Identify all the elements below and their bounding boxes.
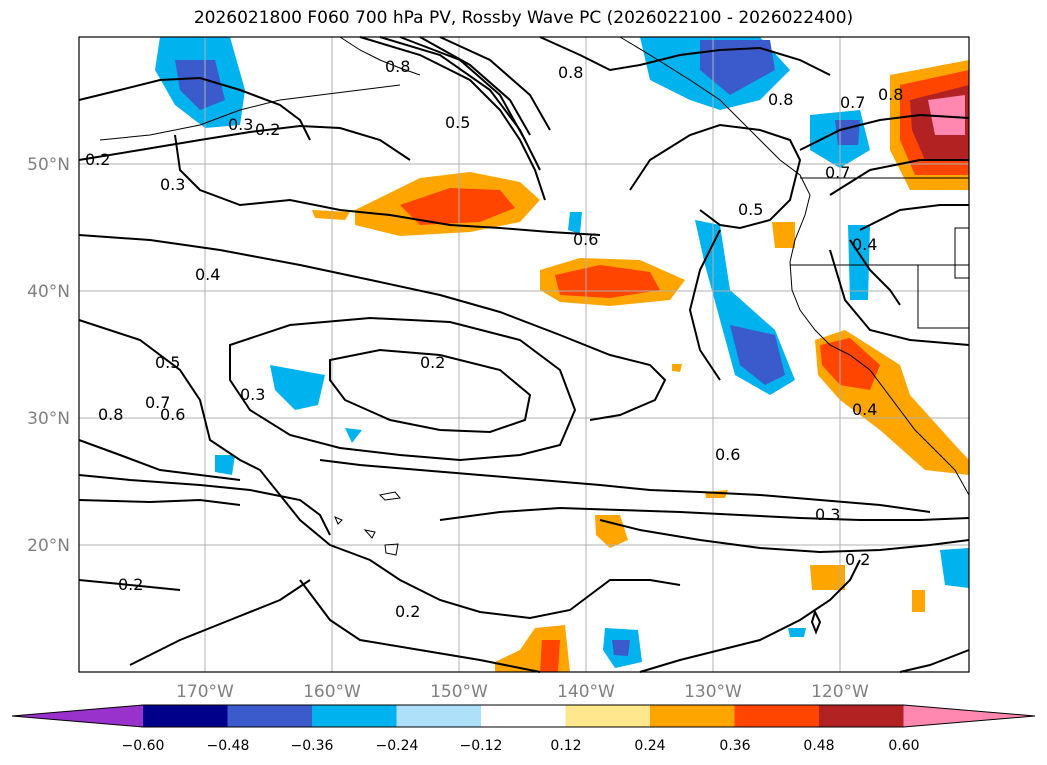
lon-tick-label: 120°W: [811, 682, 869, 702]
contour-label: 0.2: [420, 353, 445, 372]
plot-frame: [78, 36, 970, 673]
colorbar-segments: [11, 704, 1036, 728]
contour-label: 0.7: [145, 393, 170, 412]
lon-tick-label: 130°W: [684, 682, 742, 702]
plot-area: 0.2 0.2 0.2 0.2 0.2 0.2 0.3 0.3 0.3 0.3 …: [78, 36, 970, 673]
pv-contours: [78, 36, 970, 673]
colorbar-segment: [227, 705, 313, 727]
contour-label: 0.2: [85, 150, 110, 169]
lat-tick-label: 20°N: [27, 536, 70, 556]
lon-tick-label: 170°W: [176, 682, 234, 702]
colorbar-segment: [312, 705, 397, 727]
colorbar-extend-low: [12, 705, 143, 727]
colorbar-tick-label: −0.36: [291, 738, 334, 754]
contour-label: 0.5: [738, 200, 763, 219]
lon-tick-label: 140°W: [557, 682, 615, 702]
lat-tick-label: 30°N: [27, 409, 70, 429]
colorbar-segment: [819, 705, 904, 727]
contour-label: 0.6: [573, 230, 598, 249]
colorbar-segment: [565, 705, 651, 727]
positive-shading: [312, 60, 969, 672]
contour-label: 0.3: [228, 115, 253, 134]
contour-label: 0.2: [118, 575, 143, 594]
colorbar-tick-label: 0.12: [550, 738, 581, 754]
lon-tick-label: 160°W: [303, 682, 361, 702]
contour-label: 0.8: [98, 405, 123, 424]
contour-label: 0.4: [852, 400, 877, 419]
lon-ticks: 170°W 160°W 150°W 140°W 130°W 120°W: [176, 682, 869, 702]
contour-label: 0.6: [160, 405, 185, 424]
colorbar-segment: [734, 705, 820, 727]
lat-tick-label: 40°N: [27, 282, 70, 302]
contour-label: 0.7: [825, 163, 850, 182]
colorbar-tick-label: −0.60: [122, 738, 165, 754]
colorbar-outline: [11, 704, 1036, 728]
colorbar-segment: [481, 705, 566, 727]
contour-label: 0.8: [878, 85, 903, 104]
contour-label: 0.3: [160, 175, 185, 194]
map-title: 2026021800 F060 700 hPa PV, Rossby Wave …: [193, 8, 854, 28]
colorbar-segment: [396, 705, 482, 727]
contour-label: 0.2: [845, 550, 870, 569]
gridlines: [79, 37, 969, 672]
colorbar-extend-high: [903, 705, 1035, 727]
contour-label: 0.4: [852, 235, 877, 254]
colorbar-segment: [143, 705, 228, 727]
colorbar-tick-label: 0.24: [634, 738, 665, 754]
contour-label: 0.8: [558, 63, 583, 82]
contour-label: 0.3: [815, 505, 840, 524]
colorbar-tick-label: 0.60: [888, 738, 919, 754]
colorbar-tick-label: −0.12: [460, 738, 503, 754]
contour-label: 0.6: [715, 445, 740, 464]
contour-label: 0.4: [195, 265, 220, 284]
coastlines: [99, 36, 970, 556]
contour-label: 0.7: [840, 93, 865, 112]
colorbar-tick-label: −0.48: [207, 738, 250, 754]
contour-label: 0.8: [768, 90, 793, 109]
contour-label: 0.8: [385, 57, 410, 76]
contour-label-group: 0.2 0.2 0.2 0.2 0.2 0.2 0.3 0.3 0.3 0.3 …: [85, 57, 903, 621]
contour-label: 0.5: [155, 353, 180, 372]
contour-label: 0.3: [240, 385, 265, 404]
colorbar-tick-label: 0.48: [803, 738, 834, 754]
colorbar-tick-label: 0.36: [719, 738, 750, 754]
contour-label: 0.2: [395, 602, 420, 621]
contour-label: 0.5: [445, 113, 470, 132]
lat-ticks: 20°N 30°N 40°N 50°N: [27, 155, 70, 556]
colorbar-tick-label: −0.24: [376, 738, 419, 754]
lon-tick-label: 150°W: [430, 682, 488, 702]
lat-tick-label: 50°N: [27, 155, 70, 175]
contour-label: 0.2: [255, 120, 280, 139]
colorbar: −0.60 −0.48 −0.36 −0.24 −0.12 0.12 0.24 …: [11, 704, 1036, 754]
colorbar-ticks: −0.60 −0.48 −0.36 −0.24 −0.12 0.12 0.24 …: [122, 738, 920, 754]
colorbar-segment: [650, 705, 735, 727]
